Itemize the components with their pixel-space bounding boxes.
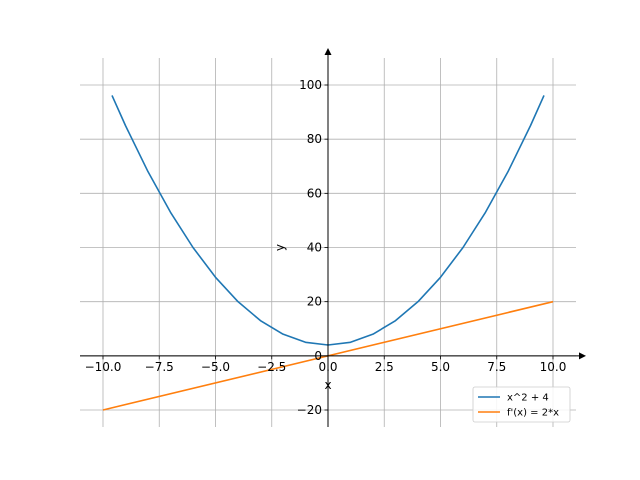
y-tick-label: 100 (299, 78, 322, 92)
y-tick-label: −20 (297, 403, 322, 417)
legend: x^2 + 4 f'(x) = 2*x (472, 386, 571, 423)
x-axis-arrow-icon (579, 352, 586, 360)
tick-labels: −10.0 −7.5 −5.0 −2.5 0.0 2.5 5.0 7.5 10.0 −20 0 20 4… (85, 78, 567, 417)
x-tick-label: 2.5 (375, 360, 394, 374)
y-axis-label: y (273, 244, 287, 251)
y-tick-label: 20 (307, 295, 322, 309)
x-tick-label: −10.0 (85, 360, 122, 374)
x-tick-label: 5.0 (431, 360, 450, 374)
legend-label-0: x^2 + 4 (507, 393, 549, 404)
legend-label-1: f'(x) = 2*x (507, 408, 559, 419)
x-axis-label: x (324, 378, 331, 392)
y-tick-label: 40 (307, 241, 322, 255)
x-tick-label: −2.5 (257, 360, 286, 374)
x-tick-label: 10.0 (540, 360, 567, 374)
x-tick-label: −5.0 (201, 360, 230, 374)
axes (80, 48, 586, 427)
legend-box (472, 386, 571, 423)
x-tick-label: 0.0 (318, 360, 337, 374)
x-tick-label: −7.5 (145, 360, 174, 374)
y-tick-label: 80 (307, 132, 322, 146)
x-tick-label: 7.5 (487, 360, 506, 374)
y-tick-label: 0 (314, 349, 322, 363)
y-axis-arrow-icon (324, 48, 332, 55)
y-tick-label: 60 (307, 186, 322, 200)
